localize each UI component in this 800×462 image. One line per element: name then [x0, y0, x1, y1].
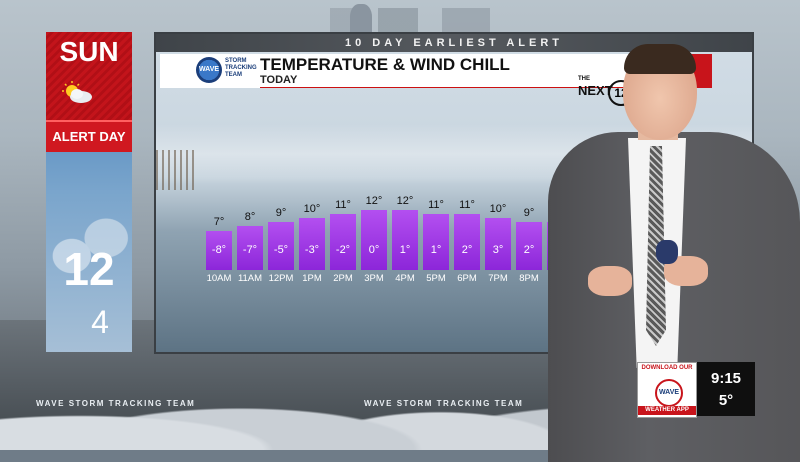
hour-label: 5PM — [426, 272, 446, 284]
wave-logo-subtext: STORM TRACKING TEAM — [225, 58, 257, 78]
high-temp: 12 — [63, 243, 115, 295]
temperature-bar — [454, 213, 480, 270]
temp-label: 10° — [489, 203, 507, 215]
board-banner: 10 DAY EARLIEST ALERT — [156, 34, 752, 52]
bar-column: 9° -5° 12PM — [268, 207, 294, 284]
wind-chill-label: 1° — [399, 243, 411, 256]
cloud-art — [46, 202, 132, 292]
clock-temp: 5° — [718, 392, 734, 409]
hour-label: 3PM — [364, 272, 384, 284]
temperature-bar — [392, 209, 418, 270]
clock-time: 9:15 — [710, 370, 742, 387]
app-bug-bottom: WEATHER APP — [638, 406, 696, 415]
day-forecast-panel: SUN ALERT DAY 12 4 — [46, 32, 132, 352]
wind-chill-label: 2° — [461, 243, 473, 256]
next12-word: NEXT — [578, 83, 613, 98]
temperature-bar — [330, 213, 356, 270]
temp-label: 12° — [365, 194, 383, 207]
hour-label: 1PM — [302, 273, 322, 284]
temperature-bar — [361, 209, 387, 270]
temp-label: 9° — [275, 207, 287, 220]
header-rule — [260, 87, 630, 88]
day-name: SUN — [59, 36, 119, 67]
temp-label: 7° — [213, 215, 225, 228]
temperature-bar — [237, 226, 263, 270]
temp-label: 12° — [396, 194, 414, 207]
graphic-title: TEMPERATURE & WIND CHILL — [260, 55, 510, 74]
wave-logo: WAVE STORM TRACKING TEAM — [196, 54, 257, 88]
wave-logo-mark: WAVE — [196, 57, 222, 83]
graphic-header: WAVE STORM TRACKING TEAM TEMPERATURE & W… — [160, 54, 634, 106]
app-bug-logo: WAVE — [655, 379, 683, 407]
temp-label: 10° — [303, 203, 321, 215]
graphic-subtitle: TODAY — [260, 74, 298, 86]
wind-chill-label: 2° — [523, 243, 535, 256]
low-temp: 4 — [91, 304, 109, 340]
bar-column: 9° 2° 8PM — [516, 207, 542, 284]
skyline-tower — [350, 4, 372, 36]
bar-column: 11° 1° 5PM — [423, 199, 449, 284]
temperature-bar — [423, 213, 449, 270]
bar-column: 7° -8° 10AM — [206, 216, 232, 284]
wind-chill-label: -5° — [273, 243, 289, 256]
bar-column: 8° -7° 11AM — [237, 211, 263, 284]
bar-column: 12° 1° 4PM — [392, 195, 418, 284]
wind-chill-label: 3° — [492, 244, 504, 256]
hour-label: 4PM — [395, 272, 415, 284]
temp-label: 11° — [459, 198, 475, 211]
bar-column: 12° 0° 3PM — [361, 195, 387, 284]
temp-label: 8° — [244, 211, 256, 224]
hour-label: 8PM — [519, 272, 539, 284]
footer-team-center: WAVE STORM TRACKING TEAM — [364, 399, 524, 408]
app-bug-top: DOWNLOAD OUR — [641, 365, 693, 371]
presenter-left-hand — [588, 266, 632, 296]
footer-team-left: WAVE STORM TRACKING TEAM — [36, 399, 196, 408]
temperature-bar — [485, 218, 511, 270]
partly-cloudy-icon — [62, 81, 92, 103]
app-download-bug: DOWNLOAD OUR WAVE WEATHER APP — [637, 362, 697, 418]
bridge-graphic — [156, 150, 196, 190]
presenter-clicker — [656, 240, 678, 264]
bar-column: 11° 2° 6PM — [454, 199, 480, 284]
wind-chill-label: -2° — [335, 243, 351, 256]
time-temp-bug: 9:15 5° — [697, 362, 755, 416]
wind-chill-label: -7° — [242, 243, 258, 256]
day-header: SUN — [46, 32, 132, 120]
hour-label: 7PM — [488, 273, 508, 284]
bar-column: 11° -2° 2PM — [330, 199, 356, 284]
next12-the: THE — [578, 76, 590, 82]
wind-chill-label: 0° — [368, 243, 380, 256]
presenter-hair — [624, 44, 696, 74]
hour-label: 12PM — [268, 272, 294, 284]
next12-logo: THE NEXT 12 — [578, 76, 634, 106]
temperature-bar — [299, 218, 325, 270]
bar-column: 10° 3° 7PM — [485, 203, 511, 284]
temp-label: 11° — [428, 198, 444, 211]
wind-chill-label: -8° — [211, 243, 227, 256]
hour-label: 6PM — [457, 272, 477, 284]
wind-chill-label: 1° — [430, 243, 442, 256]
bar-column: 10° -3° 1PM — [299, 203, 325, 284]
temperature-bar — [206, 230, 232, 270]
wind-chill-label: -3° — [304, 244, 320, 256]
hour-label: 10AM — [206, 272, 232, 284]
hour-label: 11AM — [237, 272, 263, 284]
temperature-bars: 7° -8° 10AM 8° -7° 11AM 9° -5° 12PM 10° -3° 1PM 11° -… — [156, 34, 752, 352]
temperature-bar — [268, 222, 294, 270]
temp-label: 11° — [335, 198, 351, 211]
hour-label: 2PM — [333, 272, 353, 284]
alert-day-badge: ALERT DAY — [46, 120, 132, 152]
temperature-bar — [516, 222, 542, 270]
temp-label: 9° — [523, 207, 535, 220]
presenter — [548, 40, 800, 462]
